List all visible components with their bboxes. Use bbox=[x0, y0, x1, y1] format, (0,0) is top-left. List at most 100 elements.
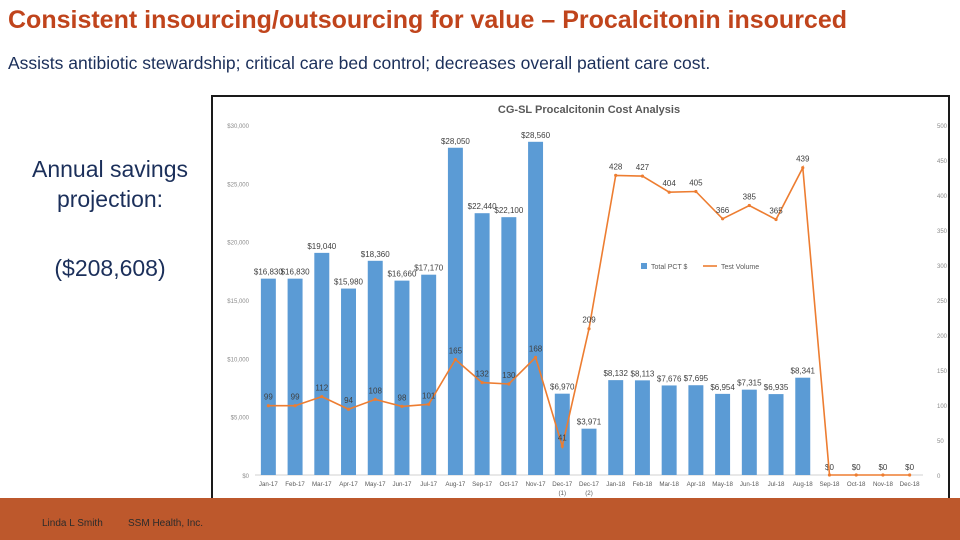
line-point-test-volume bbox=[774, 217, 778, 222]
bar-total-pct bbox=[688, 385, 704, 475]
bar-data-label: $0 bbox=[878, 463, 887, 472]
bar-data-label: $16,660 bbox=[387, 270, 416, 279]
bar-total-pct bbox=[768, 394, 784, 475]
line-point-test-volume bbox=[827, 473, 832, 477]
slide-subtitle: Assists antibiotic stewardship; critical… bbox=[8, 53, 711, 73]
line-data-label: 365 bbox=[769, 207, 783, 216]
y-right-tick-label: 450 bbox=[937, 159, 948, 165]
line-point-test-volume bbox=[480, 381, 484, 385]
legend-swatch-total-pct bbox=[641, 263, 647, 269]
x-tick-label: Jan-17 bbox=[259, 481, 278, 488]
slide-title: Consistent insourcing/outsourcing for va… bbox=[8, 6, 848, 34]
line-data-label: 108 bbox=[369, 386, 383, 395]
y-left-tick-label: $5,000 bbox=[231, 416, 250, 422]
bar-data-label: $16,830 bbox=[281, 268, 310, 277]
y-right-tick-label: 400 bbox=[937, 194, 948, 200]
x-tick-label: May-17 bbox=[365, 481, 386, 488]
bar-total-pct bbox=[581, 428, 597, 475]
x-tick-label: Feb-18 bbox=[633, 481, 653, 488]
y-right-tick-label: 0 bbox=[937, 474, 941, 480]
bar-total-pct bbox=[795, 377, 811, 475]
line-data-label: 404 bbox=[662, 179, 676, 188]
line-data-label: 405 bbox=[689, 179, 703, 188]
x-tick-note: (2) bbox=[585, 490, 593, 497]
x-tick-note: (1) bbox=[558, 490, 566, 497]
x-tick-label: Oct-17 bbox=[500, 481, 519, 488]
x-tick-label: Jan-18 bbox=[606, 481, 625, 488]
x-tick-label: Jun-18 bbox=[740, 481, 759, 488]
line-point-test-volume bbox=[346, 407, 351, 411]
bar-data-label: $7,676 bbox=[657, 374, 682, 383]
footer-author: Linda L Smith bbox=[42, 518, 103, 529]
bar-total-pct bbox=[394, 280, 410, 475]
line-data-label: 132 bbox=[475, 370, 489, 379]
x-tick-label: Oct-18 bbox=[847, 481, 866, 488]
x-tick-label: Jun-17 bbox=[392, 481, 411, 488]
line-point-test-volume bbox=[854, 473, 858, 477]
y-left-tick-label: $10,000 bbox=[227, 357, 249, 363]
y-left-tick-label: $0 bbox=[242, 474, 249, 480]
bar-total-pct bbox=[741, 389, 757, 475]
y-right-tick-label: 500 bbox=[937, 124, 948, 130]
bar-data-label: $16,830 bbox=[254, 268, 283, 277]
y-right-tick-label: 100 bbox=[937, 404, 948, 410]
bar-data-label: $8,132 bbox=[603, 369, 628, 378]
bar-total-pct bbox=[634, 380, 650, 475]
y-left-tick-label: $15,000 bbox=[227, 299, 249, 305]
bar-data-label: $3,971 bbox=[577, 418, 602, 427]
bar-data-label: $28,560 bbox=[521, 131, 550, 140]
line-point-test-volume bbox=[614, 173, 618, 177]
bar-data-label: $7,695 bbox=[684, 374, 709, 383]
line-data-label: 99 bbox=[291, 393, 300, 402]
chart-frame: CG-SL Procalcitonin Cost Analysis $0 $5,00… bbox=[211, 95, 950, 514]
bar-data-label: $0 bbox=[852, 463, 861, 472]
y-left-tick-label: $20,000 bbox=[227, 241, 249, 247]
line-point-test-volume bbox=[908, 473, 912, 477]
bar-total-pct bbox=[287, 278, 303, 475]
x-tick-label: Dec-17 bbox=[579, 481, 600, 488]
chart-title: CG-SL Procalcitonin Cost Analysis bbox=[498, 104, 680, 116]
bar-data-label: $0 bbox=[825, 463, 834, 472]
bar-data-label: $6,935 bbox=[764, 383, 789, 392]
bar-total-pct bbox=[474, 213, 490, 475]
x-tick-label: Dec-17 bbox=[552, 481, 573, 488]
bar-data-label: $15,980 bbox=[334, 278, 363, 287]
line-point-test-volume bbox=[560, 444, 564, 448]
line-point-test-volume bbox=[453, 357, 457, 362]
line-data-label: 99 bbox=[264, 393, 273, 402]
line-point-test-volume bbox=[667, 190, 671, 194]
line-data-label: 98 bbox=[398, 393, 407, 402]
bar-data-label: $8,113 bbox=[631, 369, 655, 378]
cost-analysis-chart: CG-SL Procalcitonin Cost Analysis $0 $5,00… bbox=[227, 104, 948, 497]
x-tick-label: Sep-17 bbox=[472, 481, 493, 488]
y-right-tick-label: 300 bbox=[937, 264, 948, 270]
y-right-tick-label: 350 bbox=[937, 229, 948, 235]
line-point-test-volume bbox=[721, 217, 725, 221]
bar-data-label: $28,050 bbox=[441, 137, 470, 146]
bar-data-label: $0 bbox=[905, 463, 914, 472]
savings-label: Annual savings projection: bbox=[32, 156, 188, 212]
bar-data-label: $7,315 bbox=[737, 379, 762, 388]
x-tick-label: Aug-18 bbox=[793, 481, 814, 488]
x-tick-label: Jul-18 bbox=[768, 481, 785, 488]
bar-total-pct bbox=[661, 385, 677, 475]
bar-total-pct bbox=[608, 380, 624, 475]
line-point-test-volume bbox=[320, 395, 324, 399]
line-point-test-volume bbox=[747, 203, 751, 208]
line-point-test-volume bbox=[266, 404, 270, 408]
x-tick-label: Nov-17 bbox=[526, 481, 547, 488]
x-tick-label: Nov-18 bbox=[873, 481, 894, 488]
bar-total-pct bbox=[421, 274, 437, 475]
footer-org: SSM Health, Inc. bbox=[128, 518, 204, 529]
line-point-test-volume bbox=[400, 404, 404, 408]
line-data-label: 94 bbox=[344, 396, 353, 405]
x-tick-label: Feb-17 bbox=[285, 481, 305, 488]
bar-total-pct bbox=[260, 278, 276, 475]
line-data-label: 101 bbox=[422, 391, 436, 400]
line-data-label: 168 bbox=[529, 344, 543, 353]
y-right-tick-label: 150 bbox=[937, 369, 948, 375]
bar-total-pct bbox=[314, 252, 330, 475]
x-tick-label: Sep-18 bbox=[820, 481, 841, 488]
y-left-tick-label: $25,000 bbox=[227, 182, 249, 188]
line-point-test-volume bbox=[293, 404, 297, 408]
